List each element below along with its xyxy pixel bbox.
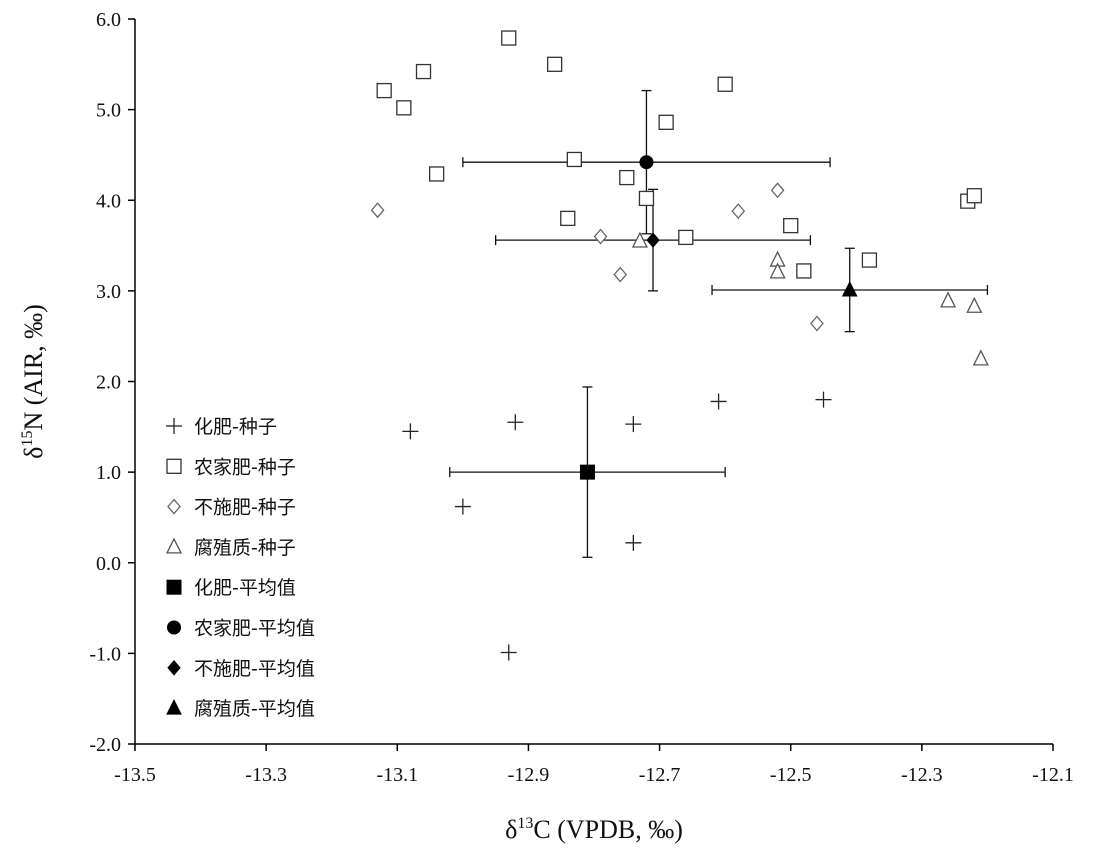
legend-label: 腐殖质-种子 bbox=[194, 537, 296, 559]
point-series-1 bbox=[625, 416, 642, 433]
point-series-2 bbox=[428, 166, 445, 182]
legend-marker bbox=[166, 418, 182, 434]
point-series-2 bbox=[783, 217, 799, 234]
x-axis-title: δ13C (VPDB, ‰) bbox=[505, 815, 683, 844]
error-bars bbox=[449, 89, 989, 558]
point-series-2 bbox=[658, 114, 674, 130]
point-series-3 bbox=[731, 203, 746, 220]
legend: 化肥-种子农家肥-种子不施肥-种子腐殖质-种子化肥-平均值农家肥-平均值不施肥-… bbox=[165, 416, 315, 720]
point-series-1 bbox=[454, 498, 471, 515]
y-tick-label: 4.0 bbox=[96, 190, 121, 212]
legend-item: 腐殖质-平均值 bbox=[166, 698, 315, 720]
point-series-6 bbox=[639, 155, 654, 170]
x-tick-label: -13.5 bbox=[114, 764, 156, 786]
point-series-2 bbox=[415, 63, 432, 80]
point-series-1 bbox=[402, 423, 419, 440]
point-series-3 bbox=[810, 315, 824, 332]
point-series-7 bbox=[646, 232, 660, 248]
point-series-2 bbox=[566, 151, 582, 168]
point-series-3 bbox=[613, 266, 628, 283]
legend-label: 农家肥-种子 bbox=[194, 456, 296, 478]
point-series-2 bbox=[796, 263, 812, 279]
point-series-4 bbox=[769, 262, 786, 279]
legend-marker bbox=[166, 698, 182, 715]
point-series-2 bbox=[376, 82, 392, 99]
point-series-2 bbox=[717, 76, 733, 92]
point-series-2 bbox=[966, 188, 982, 204]
point-series-1 bbox=[625, 534, 642, 551]
point-series-4 bbox=[972, 349, 989, 366]
legend-label: 不施肥-种子 bbox=[194, 497, 296, 519]
point-series-2 bbox=[547, 56, 563, 72]
point-series-2 bbox=[501, 30, 517, 46]
point-series-2 bbox=[560, 210, 576, 227]
point-series-4 bbox=[966, 296, 983, 313]
legend-item: 农家肥-种子 bbox=[166, 456, 296, 478]
point-series-1 bbox=[710, 393, 727, 410]
legend-item: 不施肥-平均值 bbox=[167, 658, 315, 680]
legend-marker bbox=[166, 579, 182, 595]
legend-item: 化肥-平均值 bbox=[166, 577, 296, 599]
x-tick-label: -13.1 bbox=[376, 764, 418, 786]
y-axis-title: δ15N (AIR, ‰) bbox=[19, 304, 48, 459]
point-series-2 bbox=[619, 169, 635, 186]
legend-marker bbox=[167, 498, 181, 515]
x-tick-label: -12.1 bbox=[1032, 764, 1074, 786]
point-series-2 bbox=[678, 229, 694, 246]
point-series-3 bbox=[770, 182, 785, 199]
x-tick-label: -12.9 bbox=[508, 764, 550, 786]
y-tick-label: 2.0 bbox=[96, 372, 121, 394]
axes: -13.5 -13.3 -13.1 -12.9 -12.7 -12.5 -12.3 -12.1… bbox=[89, 9, 1074, 786]
y-tick-label: 1.0 bbox=[96, 462, 121, 484]
point-series-4 bbox=[631, 231, 648, 248]
y-tick-label: 6.0 bbox=[96, 9, 121, 31]
point-series-2 bbox=[396, 100, 412, 116]
legend-marker bbox=[167, 620, 181, 635]
legend-marker bbox=[165, 537, 183, 554]
legend-label: 农家肥-平均值 bbox=[194, 618, 315, 640]
point-series-1 bbox=[507, 414, 524, 431]
y-ticks: -2.0 -1.0 0.0 1.0 2.0 3.0 4.0 5.0 6.0 bbox=[89, 9, 135, 756]
legend-marker bbox=[167, 660, 181, 676]
legend-label: 腐殖质-平均值 bbox=[194, 698, 315, 720]
point-series-1 bbox=[500, 644, 517, 661]
y-tick-label: -2.0 bbox=[89, 734, 121, 756]
point-series-2 bbox=[638, 190, 655, 207]
y-tick-label: 3.0 bbox=[96, 281, 121, 303]
x-tick-label: -12.7 bbox=[639, 764, 681, 786]
y-tick-label: 5.0 bbox=[96, 100, 121, 122]
legend-label: 不施肥-平均值 bbox=[194, 658, 315, 680]
legend-item: 不施肥-种子 bbox=[167, 497, 296, 519]
y-tick-label: -1.0 bbox=[89, 643, 121, 665]
x-tick-label: -12.3 bbox=[901, 764, 943, 786]
x-tick-label: -12.5 bbox=[770, 764, 812, 786]
legend-item: 化肥-种子 bbox=[166, 416, 277, 438]
point-series-1 bbox=[815, 391, 832, 408]
point-series-3 bbox=[593, 228, 608, 245]
legend-item: 农家肥-平均值 bbox=[167, 618, 315, 640]
legend-label: 化肥-平均值 bbox=[194, 577, 296, 599]
x-tick-label: -13.3 bbox=[245, 764, 287, 786]
legend-item: 腐殖质-种子 bbox=[165, 537, 296, 559]
y-tick-label: 0.0 bbox=[96, 553, 121, 575]
legend-marker bbox=[166, 458, 182, 474]
point-series-2 bbox=[861, 252, 878, 268]
point-series-3 bbox=[370, 202, 385, 219]
point-series-8 bbox=[841, 280, 858, 297]
data-points bbox=[370, 30, 989, 661]
point-series-5 bbox=[579, 464, 595, 480]
point-series-4 bbox=[940, 291, 957, 308]
x-ticks: -13.5 -13.3 -13.1 -12.9 -12.7 -12.5 -12.3 -12.1 bbox=[114, 744, 1074, 786]
legend-label: 化肥-种子 bbox=[194, 416, 277, 438]
